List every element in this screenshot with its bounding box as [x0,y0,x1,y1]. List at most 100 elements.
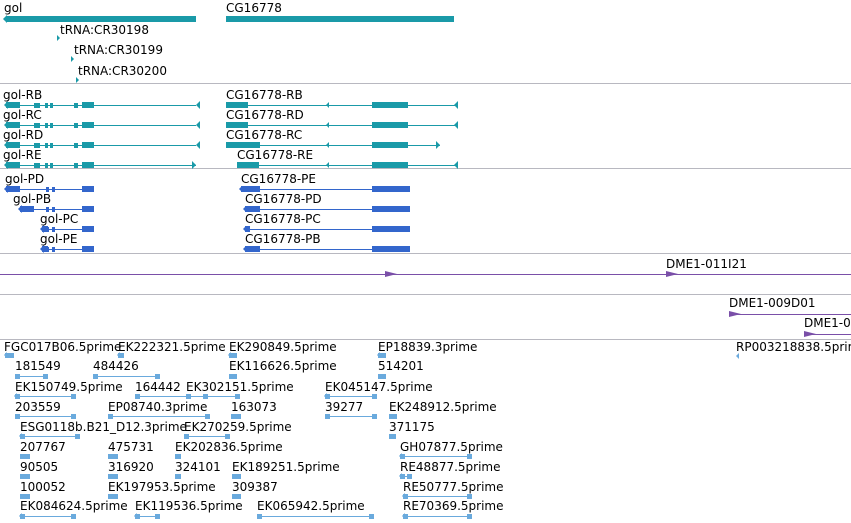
strand-arrow [326,142,329,148]
est-block [467,494,472,499]
est-label[interactable]: 163073 [231,400,277,414]
est-label[interactable]: RP003218838.5prime [736,340,851,354]
exon-block [50,163,53,168]
est-label[interactable]: 100052 [20,480,66,494]
est-label[interactable]: EK084624.5prime [20,499,128,513]
transcript-label-cg16778-pc[interactable]: CG16778-PC [245,212,321,226]
est-block [20,494,25,499]
est-block [119,353,124,358]
exon-block [6,122,20,128]
transcript-label-gol-re[interactable]: gol-RE [3,148,42,162]
est-block [15,414,20,419]
transcript-label-gol-pe[interactable]: gol-PE [40,232,78,246]
est-label[interactable]: RE70369.5prime [403,499,504,513]
est-label[interactable]: 475731 [108,440,154,454]
est-block [5,353,10,358]
gene-label-cg16778[interactable]: CG16778 [226,1,282,15]
exon-block [82,226,94,232]
est-label[interactable]: 164442 [135,380,181,394]
est-block [325,394,330,399]
est-block [231,414,236,419]
transcript-label-cg16778-pe[interactable]: CG16778-PE [241,172,316,186]
clone-label-dme1-011i21[interactable]: DME1-011I21 [666,257,747,271]
est-block [184,434,189,439]
strand-arrow [454,101,458,109]
exon-block [245,246,260,252]
gene-label-gol[interactable]: gol [4,1,23,15]
est-label[interactable]: EK150749.5prime [15,380,123,394]
transcript-label-cg16778-rc[interactable]: CG16778-RC [226,128,303,142]
est-label[interactable]: GH07877.5prime [400,440,503,454]
est-label[interactable]: EK045147.5prime [325,380,433,394]
est-label[interactable]: EK065942.5prime [257,499,365,513]
est-arrow [134,513,137,519]
exon-block [74,123,78,128]
est-label[interactable]: 207767 [20,440,66,454]
exon-block [6,162,20,168]
est-label[interactable]: EK302151.5prime [186,380,294,394]
est-label[interactable]: ESG0118b.B21_D12.3prime [20,420,187,434]
est-label[interactable]: EK197953.5prime [108,480,216,494]
est-block [229,353,234,358]
est-label[interactable]: 324101 [175,460,221,474]
transcript-label-gol-rd[interactable]: gol-RD [3,128,44,142]
est-label[interactable]: 371175 [389,420,435,434]
est-label[interactable]: EK290849.5prime [229,340,337,354]
est-label[interactable]: 316920 [108,460,154,474]
transcript-label-gol-rc[interactable]: gol-RC [3,108,42,122]
est-label[interactable]: EK119536.5prime [135,499,243,513]
est-label[interactable]: 484426 [93,359,139,373]
est-block [108,494,113,499]
est-label[interactable]: FGC017B06.5prime [4,340,122,354]
clone-label-dme1-0[interactable]: DME1-0 [804,316,851,330]
exon-block [237,162,259,168]
strand-arrow [436,141,440,149]
est-block [25,494,30,499]
transcript-label-cg16778-re[interactable]: CG16778-RE [237,148,314,162]
strand-arrow [243,226,246,232]
est-block [20,454,25,459]
est-label[interactable]: RE50777.5prime [403,480,504,494]
est-label[interactable]: EK222321.5prime [118,340,226,354]
transcript-label-gol-pb[interactable]: gol-PB [13,192,52,206]
est-label[interactable]: 39277 [325,400,364,414]
est-arrow [402,493,405,499]
est-label[interactable]: RE48877.5prime [400,460,501,474]
exon-block [226,142,260,148]
est-label[interactable]: EK116626.5prime [229,359,337,373]
est-label[interactable]: EK202836.5prime [175,440,283,454]
est-label[interactable]: 309387 [232,480,278,494]
est-block [176,454,181,459]
est-label[interactable]: 181549 [15,359,61,373]
transcript-label-cg16778-pb[interactable]: CG16778-PB [245,232,321,246]
gene-label-trna-cr30200[interactable]: tRNA:CR30200 [78,64,167,78]
est-label[interactable]: 514201 [378,359,424,373]
transcript-label-gol-rb[interactable]: gol-RB [3,88,43,102]
est-block [20,514,25,519]
est-label[interactable]: EK189251.5prime [232,460,340,474]
gene-label-trna-cr30199[interactable]: tRNA:CR30199 [74,43,163,57]
transcript-label-cg16778-rb[interactable]: CG16778-RB [226,88,303,102]
gene-label-trna-cr30198[interactable]: tRNA:CR30198 [60,23,149,37]
est-block [235,394,240,399]
est-label[interactable]: 203559 [15,400,61,414]
est-label[interactable]: EP18839.3prime [378,340,478,354]
transcript-label-cg16778-pd[interactable]: CG16778-PD [245,192,322,206]
clone-label-dme1-009d01[interactable]: DME1-009D01 [729,296,816,310]
trna-glyph [71,56,74,62]
clone-end-marker [385,271,397,277]
track-separators [0,83,851,340]
est-block [232,353,237,358]
est-label[interactable]: EP08740.3prime [108,400,208,414]
est-block [176,474,181,479]
transcript-label-gol-pc[interactable]: gol-PC [40,212,79,226]
exon-block [46,247,49,252]
est-label[interactable]: EK270259.5prime [184,420,292,434]
est-block [400,454,405,459]
transcript-label-gol-pd[interactable]: gol-PD [5,172,45,186]
strand-arrow [326,122,329,128]
est-label[interactable]: 90505 [20,460,59,474]
est-label[interactable]: EK248912.5prime [389,400,497,414]
exon-block [372,226,410,232]
transcript-label-cg16778-rd[interactable]: CG16778-RD [226,108,304,122]
